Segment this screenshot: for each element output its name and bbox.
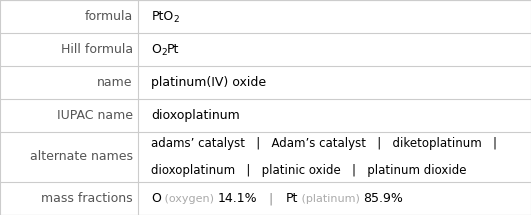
Text: alternate names: alternate names [30, 150, 133, 163]
Text: 2: 2 [174, 15, 179, 24]
Text: Pt: Pt [167, 43, 179, 56]
Text: name: name [97, 76, 133, 89]
Text: dioxoplatinum   |   platinic oxide   |   platinum dioxide: dioxoplatinum | platinic oxide | platinu… [151, 164, 467, 177]
Text: 85.9%: 85.9% [363, 192, 403, 205]
Text: Pt: Pt [286, 192, 298, 205]
Text: Hill formula: Hill formula [61, 43, 133, 56]
Text: |: | [258, 192, 286, 205]
Text: 14.1%: 14.1% [218, 192, 258, 205]
Text: adams’ catalyst   |   Adam’s catalyst   |   diketoplatinum   |: adams’ catalyst | Adam’s catalyst | dike… [151, 137, 498, 150]
Text: dioxoplatinum: dioxoplatinum [151, 109, 240, 122]
Text: formula: formula [84, 10, 133, 23]
Text: (platinum): (platinum) [298, 194, 363, 204]
Text: mass fractions: mass fractions [41, 192, 133, 205]
Text: (oxygen): (oxygen) [161, 194, 218, 204]
Text: PtO: PtO [151, 10, 174, 23]
Text: platinum(IV) oxide: platinum(IV) oxide [151, 76, 267, 89]
Text: 2: 2 [161, 48, 167, 57]
Text: O: O [151, 43, 161, 56]
Text: IUPAC name: IUPAC name [57, 109, 133, 122]
Text: O: O [151, 192, 161, 205]
